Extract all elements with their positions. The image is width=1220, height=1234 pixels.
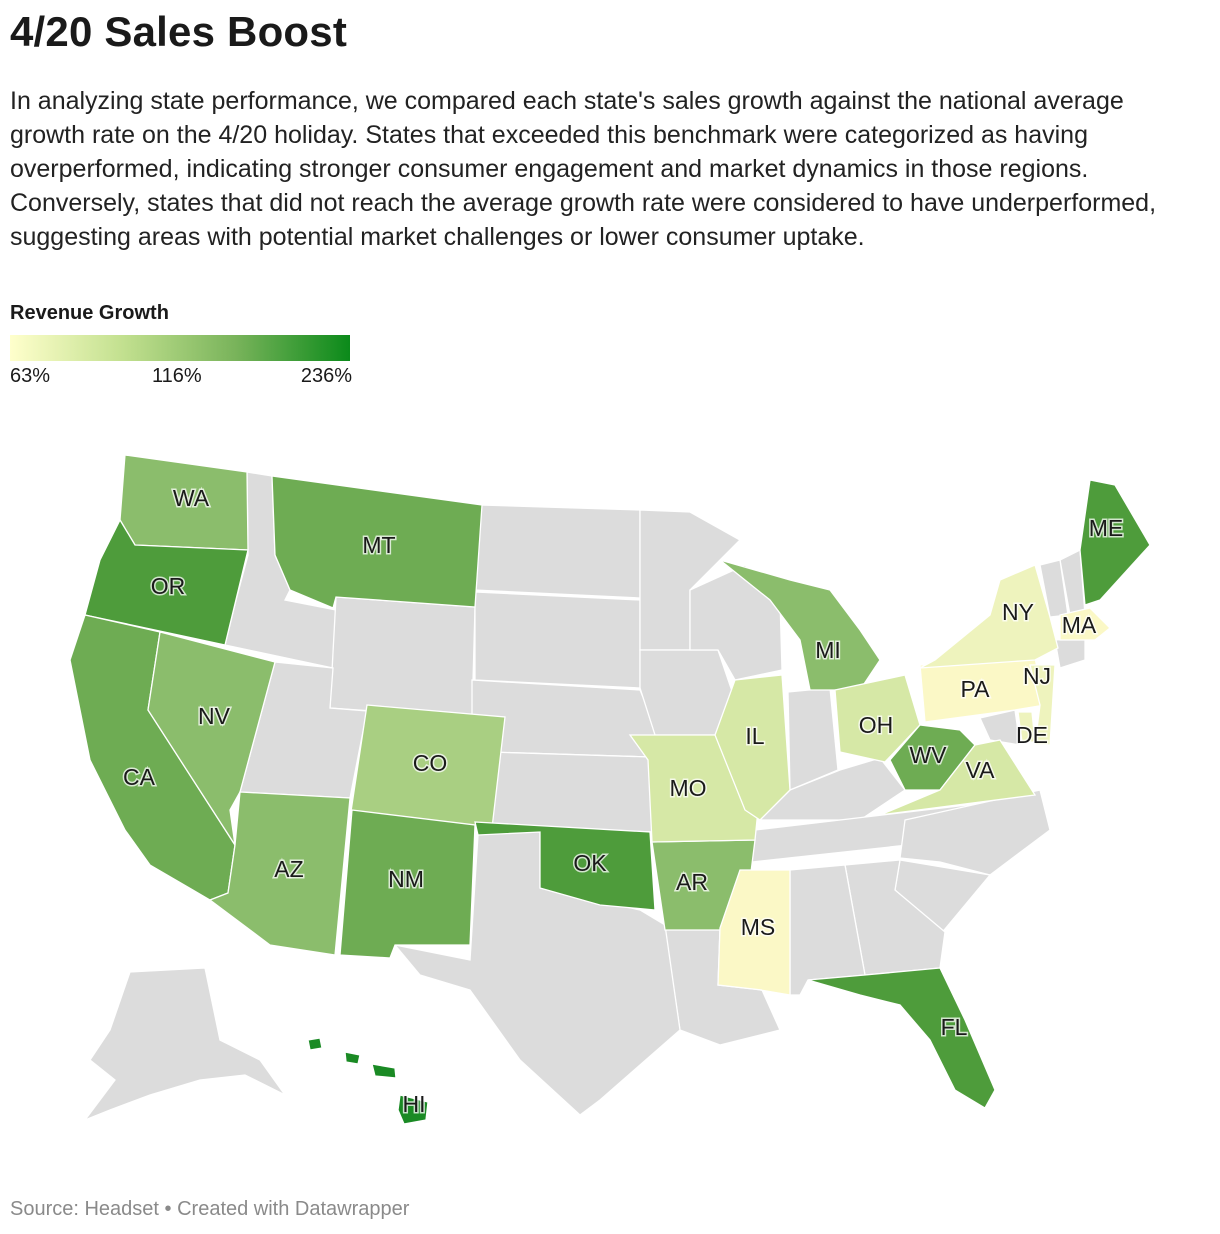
us-states-map: WA OR CA NV MT CO AZ NM OK AR MO IL MS M… — [69, 454, 1151, 1125]
label-CO: CO — [413, 750, 448, 776]
chart-description: In analyzing state performance, we compa… — [10, 87, 1157, 251]
legend-ticks: 63% 116% 236% — [10, 365, 352, 391]
label-MS: MS — [741, 914, 776, 940]
label-VA: VA — [966, 757, 996, 783]
label-MI: MI — [815, 637, 841, 663]
state-NM[interactable] — [339, 809, 476, 959]
state-WY[interactable] — [329, 596, 476, 719]
legend: Revenue Growth 63% 116% 236% — [10, 302, 352, 391]
state-FL[interactable] — [807, 967, 996, 1109]
source-credit: Source: Headset • Created with Datawrapp… — [10, 1198, 410, 1220]
label-NY: NY — [1002, 599, 1034, 625]
state-shapes — [69, 454, 1151, 1125]
legend-title: Revenue Growth — [10, 302, 169, 324]
state-ME[interactable] — [1079, 479, 1151, 606]
label-NJ: NJ — [1023, 663, 1051, 689]
state-IL[interactable] — [714, 674, 791, 821]
state-MA[interactable] — [1059, 607, 1111, 641]
label-PA: PA — [961, 676, 991, 702]
state-OH[interactable] — [834, 674, 921, 763]
label-IL: IL — [745, 723, 764, 749]
state-MS[interactable] — [717, 869, 791, 996]
label-DE: DE — [1016, 722, 1048, 748]
chart-title: 4/20 Sales Boost — [10, 8, 348, 55]
label-WV: WV — [909, 742, 947, 768]
label-NM: NM — [388, 866, 424, 892]
label-AZ: AZ — [274, 856, 303, 882]
state-NY[interactable] — [919, 564, 1059, 669]
label-MO: MO — [669, 775, 706, 801]
legend-max-label: 236% — [300, 365, 352, 387]
legend-min-label: 63% — [10, 365, 51, 387]
label-ME: ME — [1089, 515, 1124, 541]
label-MT: MT — [362, 532, 395, 558]
state-NV[interactable] — [147, 631, 276, 846]
label-FL: FL — [941, 1014, 968, 1040]
legend-gradient-bar — [10, 335, 350, 361]
state-OK[interactable] — [474, 821, 656, 911]
state-OR[interactable] — [84, 518, 249, 646]
state-HI[interactable] — [307, 1037, 429, 1125]
label-NV: NV — [198, 703, 231, 729]
label-HI: HI — [403, 1091, 426, 1117]
state-labels: WA OR CA NV MT CO AZ NM OK AR MO IL MS M… — [122, 484, 1125, 1119]
legend-mid-label: 116% — [152, 365, 202, 387]
state-MI[interactable] — [719, 559, 881, 691]
state-MT[interactable] — [271, 475, 483, 609]
state-MD[interactable] — [979, 709, 1021, 746]
state-KS[interactable] — [479, 751, 661, 833]
state-AZ[interactable] — [208, 791, 351, 956]
state-DE[interactable] — [1017, 711, 1036, 743]
label-OR: OR — [151, 573, 186, 599]
state-SD[interactable] — [474, 591, 641, 689]
label-CA: CA — [123, 764, 156, 790]
state-NJ[interactable] — [1029, 664, 1056, 746]
state-AK[interactable] — [83, 967, 286, 1122]
state-VA[interactable] — [879, 739, 1037, 816]
label-WA: WA — [173, 485, 210, 511]
state-ND[interactable] — [474, 504, 641, 599]
label-AR: AR — [676, 869, 708, 895]
state-CT[interactable] — [1054, 637, 1086, 669]
label-OH: OH — [859, 712, 894, 738]
label-OK: OK — [573, 850, 607, 876]
label-MA: MA — [1062, 612, 1097, 638]
